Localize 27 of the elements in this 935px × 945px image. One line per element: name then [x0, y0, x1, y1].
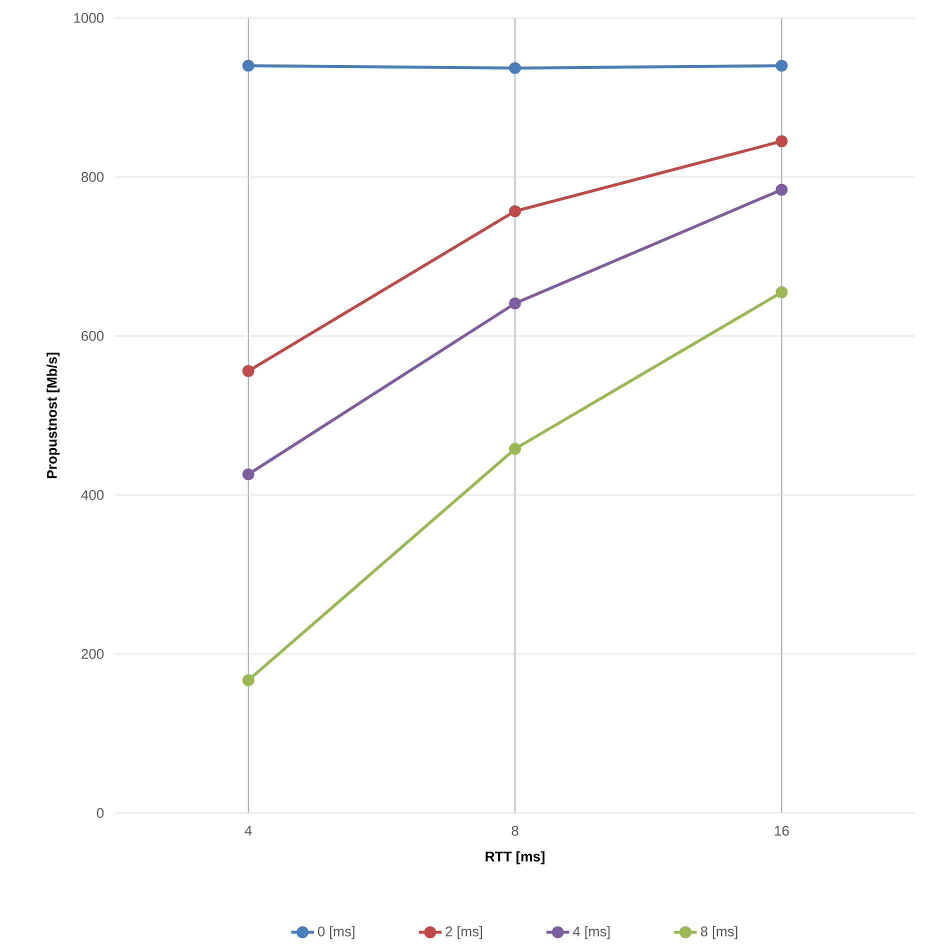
y-tick-label: 1000	[74, 13, 104, 23]
y-tick-label: 200	[82, 649, 104, 659]
legend-label: 8 [ms]	[700, 926, 738, 940]
point	[242, 364, 254, 377]
point	[509, 442, 521, 455]
legend-label: 2 [ms]	[446, 926, 482, 940]
y-tick-label: 0	[96, 808, 104, 818]
legend-label: 0 [ms]	[318, 926, 354, 940]
point	[242, 60, 254, 72]
y-axis-title: Propustnost [Mb/s]	[46, 352, 60, 478]
x-tick-label: 8	[512, 826, 518, 836]
x-tick-label: 16	[774, 826, 789, 836]
point	[776, 135, 788, 148]
point	[776, 184, 788, 196]
y-tick-label: 400	[81, 490, 104, 500]
x-tick-label: 4	[244, 826, 252, 836]
point	[509, 297, 521, 310]
y-tick-label: 800	[81, 172, 104, 182]
point	[509, 205, 521, 218]
point	[242, 674, 254, 686]
point	[776, 60, 788, 72]
point	[509, 62, 521, 74]
y-tick-label: 600	[82, 331, 104, 341]
point	[776, 286, 788, 298]
legend-label: 4 [ms]	[572, 926, 610, 940]
x-axis-title: RTT [ms]	[486, 851, 544, 864]
point	[242, 468, 254, 480]
